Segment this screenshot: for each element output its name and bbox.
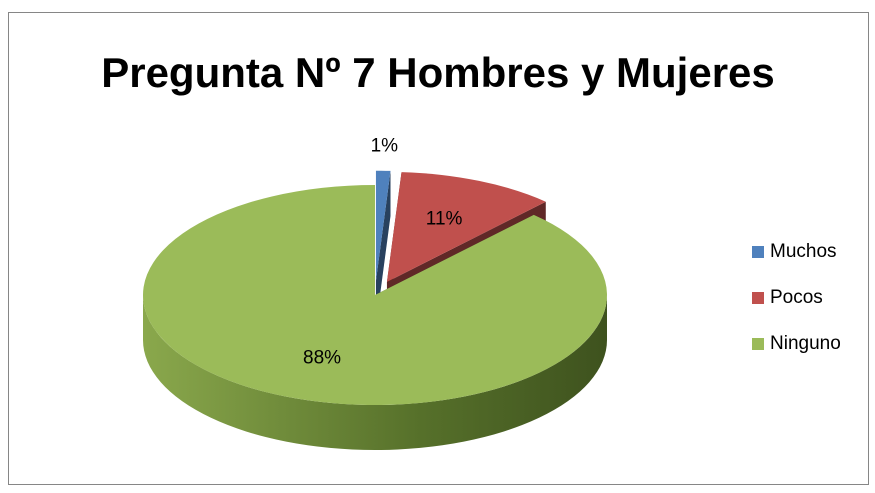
legend-swatch bbox=[752, 338, 764, 350]
legend-swatch bbox=[752, 292, 764, 304]
chart-title: Pregunta Nº 7 Hombres y Mujeres bbox=[101, 49, 775, 96]
slice bbox=[386, 172, 546, 282]
data-label: 88% bbox=[303, 347, 341, 368]
legend-label: Ninguno bbox=[770, 333, 841, 354]
slice-cut-face bbox=[375, 170, 391, 326]
slice bbox=[143, 185, 608, 405]
slice-side bbox=[143, 295, 607, 450]
legend-label: Muchos bbox=[770, 241, 837, 262]
slice bbox=[375, 170, 391, 281]
legend-swatch bbox=[752, 246, 764, 258]
data-label: 11% bbox=[426, 208, 463, 229]
legend-label: Pocos bbox=[770, 287, 823, 308]
data-label: 1% bbox=[371, 135, 399, 156]
